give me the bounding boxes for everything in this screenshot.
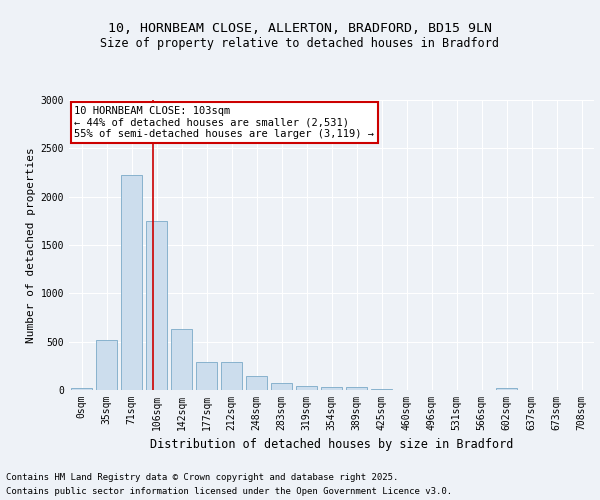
X-axis label: Distribution of detached houses by size in Bradford: Distribution of detached houses by size … [150, 438, 513, 452]
Bar [96, 340, 117, 390]
Bar [221, 362, 242, 390]
Bar [296, 386, 317, 390]
Bar [346, 387, 367, 390]
Text: Contains public sector information licensed under the Open Government Licence v3: Contains public sector information licen… [6, 488, 452, 496]
Bar [71, 388, 92, 390]
Text: Contains HM Land Registry data © Crown copyright and database right 2025.: Contains HM Land Registry data © Crown c… [6, 472, 398, 482]
Bar [246, 376, 267, 390]
Bar [321, 387, 342, 390]
Bar [146, 221, 167, 390]
Bar [371, 389, 392, 390]
Bar [496, 388, 517, 390]
Text: Size of property relative to detached houses in Bradford: Size of property relative to detached ho… [101, 38, 499, 51]
Bar [271, 383, 292, 390]
Y-axis label: Number of detached properties: Number of detached properties [26, 147, 37, 343]
Bar [171, 329, 192, 390]
Text: 10 HORNBEAM CLOSE: 103sqm
← 44% of detached houses are smaller (2,531)
55% of se: 10 HORNBEAM CLOSE: 103sqm ← 44% of detac… [74, 106, 374, 139]
Text: 10, HORNBEAM CLOSE, ALLERTON, BRADFORD, BD15 9LN: 10, HORNBEAM CLOSE, ALLERTON, BRADFORD, … [108, 22, 492, 36]
Bar [121, 176, 142, 390]
Bar [196, 362, 217, 390]
